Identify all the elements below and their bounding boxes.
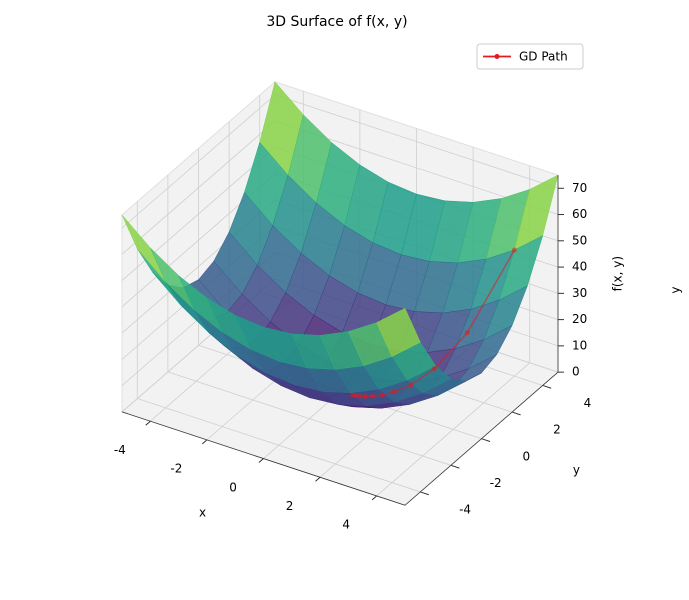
z-tick-label: 0 — [572, 365, 580, 379]
path-point — [431, 366, 437, 372]
z-tick-label: 10 — [572, 338, 587, 352]
grid-line — [167, 371, 452, 466]
y-tick-label: -2 — [490, 476, 502, 490]
z-tick-label: 50 — [572, 233, 587, 247]
x-tick — [258, 458, 264, 463]
x-axis-label: x — [199, 506, 206, 520]
z-tick-label: 70 — [572, 181, 587, 195]
path-point — [511, 247, 517, 253]
path-point — [408, 382, 414, 388]
legend-marker — [494, 54, 500, 59]
y-tick — [420, 491, 429, 496]
y-tick — [450, 464, 460, 469]
side-label: y — [669, 286, 683, 293]
path-point — [357, 393, 363, 399]
y-tick — [481, 438, 491, 442]
chart-title: 3D Surface of f(x, y) — [266, 14, 407, 30]
y-tick-label: 4 — [584, 396, 592, 410]
path-point — [391, 389, 397, 395]
x-tick — [201, 439, 208, 445]
z-tick-label: 30 — [572, 286, 587, 300]
x-tick-label: 0 — [229, 480, 237, 494]
z-tick-label: 40 — [572, 260, 587, 274]
legend-box — [476, 43, 584, 70]
z-tick-label: 60 — [572, 207, 587, 221]
grid-line — [121, 94, 276, 229]
path-point — [379, 392, 385, 398]
z-axis-label: f(x, y) — [611, 256, 625, 291]
grid-line — [137, 398, 421, 493]
y-axis — [404, 371, 559, 506]
y-axis-label: y — [573, 463, 580, 477]
x-tick-label: -2 — [170, 462, 182, 476]
path-point — [464, 330, 470, 336]
x-tick-label: 4 — [342, 518, 350, 532]
x-axis — [121, 411, 406, 506]
path-point — [362, 393, 368, 399]
y-tick-label: -4 — [459, 503, 471, 517]
x-tick-label: 2 — [286, 499, 294, 513]
grid-line — [121, 120, 276, 255]
x-tick — [145, 420, 151, 426]
y-tick — [542, 384, 552, 389]
path-point — [370, 393, 376, 399]
x-tick — [315, 476, 321, 482]
path-point — [349, 392, 355, 398]
surface — [121, 81, 559, 409]
x-tick-label: -4 — [114, 443, 126, 457]
y-tick — [511, 411, 521, 416]
x-tick — [371, 495, 378, 501]
grid-line — [274, 94, 559, 189]
legend-label: GD Path — [519, 50, 568, 64]
y-tick-label: 2 — [553, 423, 561, 437]
y-tick-label: 0 — [522, 449, 530, 463]
surface-patch — [376, 307, 421, 357]
z-tick-label: 20 — [572, 312, 587, 326]
